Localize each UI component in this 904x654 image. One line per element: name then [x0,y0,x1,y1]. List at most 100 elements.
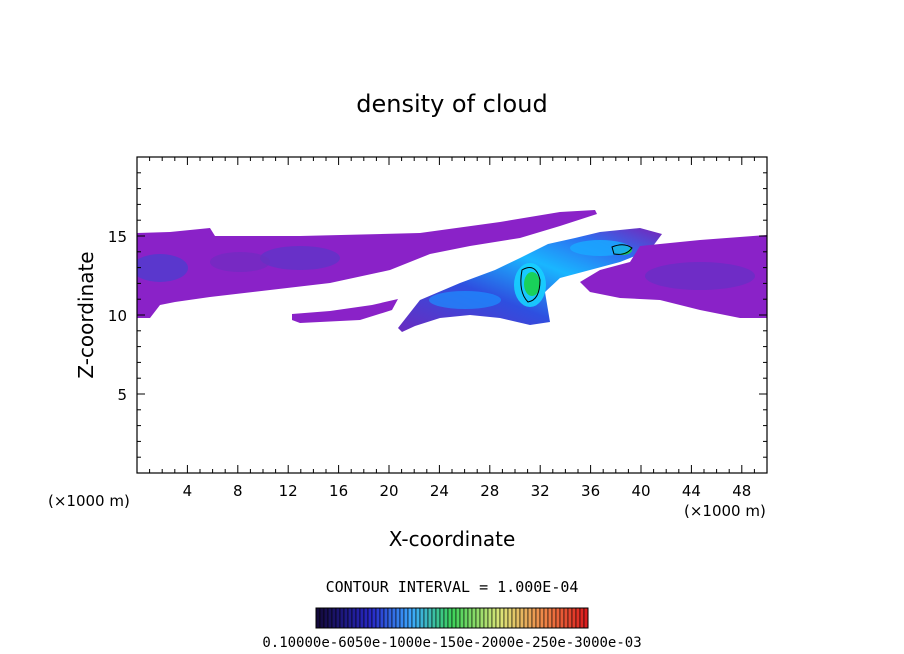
colorbar-swatch [315,607,321,629]
cloud-core-bright-2 [570,240,630,256]
x-tick-label: 12 [279,482,298,500]
colorbar-swatch [463,607,469,629]
colorbar-swatch [535,607,541,629]
colorbar-swatch [427,607,433,629]
colorbar-swatch [531,607,537,629]
colorbar-swatch [579,607,585,629]
colorbar-frame [315,607,589,629]
x-tick-label: 20 [379,482,398,500]
colorbar-swatch [575,607,581,629]
y-tick-label: 10 [108,307,127,325]
colorbar-swatch [379,607,385,629]
cloud-upper-left-layer [137,210,597,318]
colorbar-swatch [399,607,405,629]
colorbar-swatch [439,607,445,629]
colorbar-swatch [375,607,381,629]
colorbar-swatch [511,607,517,629]
colorbar-swatch [335,607,341,629]
colorbar-swatch [495,607,501,629]
colorbar-swatch [339,607,345,629]
x-tick-label: 48 [732,482,751,500]
colorbar-swatch [355,607,361,629]
colorbar-swatch [559,607,565,629]
colorbar-swatch [543,607,549,629]
contour-interval-text: CONTOUR INTERVAL = 1.000E-04 [326,578,579,596]
colorbar-swatch [475,607,481,629]
colorbar-swatch [387,607,393,629]
colorbar-swatch [331,607,337,629]
colorbar-swatch [527,607,533,629]
colorbar-swatch [395,607,401,629]
colorbar-swatch [467,607,473,629]
colorbar-swatch [459,607,465,629]
cloud-core-green [524,272,540,296]
x-axis: 4 8 12 16 20 24 28 32 36 40 44 48 [136,157,768,500]
colorbar-swatch [363,607,369,629]
cloud-upper-left-core-2 [260,246,340,270]
colorbar-swatch [567,607,573,629]
colorbar-swatch [371,607,377,629]
colorbar-swatch [507,607,513,629]
colorbar-swatch [431,607,437,629]
colorbar-swatch [327,607,333,629]
y-axis-label: Z-coordinate [74,251,98,378]
chart-title: density of cloud [356,90,547,118]
colorbar-swatch [411,607,417,629]
colorbar-swatch [451,607,457,629]
cloud-field [137,210,767,332]
colorbar-swatch [499,607,505,629]
colorbar-swatch [523,607,529,629]
colorbar-swatch [503,607,509,629]
colorbar [315,607,589,629]
colorbar-swatch [563,607,569,629]
colorbar-swatch [323,607,329,629]
colorbar-swatch [487,607,493,629]
colorbar-swatch [343,607,349,629]
colorbar-labels: 0.10000e-6050e-1000e-150e-2000e-250e-300… [262,635,641,651]
colorbar-swatch [347,607,353,629]
colorbar-swatch [407,607,413,629]
colorbar-swatch [479,607,485,629]
x-tick-label: 24 [430,482,449,500]
colorbar-swatch [455,607,461,629]
x-tick-label: 16 [329,482,348,500]
colorbar-swatch [419,607,425,629]
colorbar-swatch [423,607,429,629]
x-unit-label: (×1000 m) [684,502,766,520]
colorbar-swatch [547,607,553,629]
x-tick-label: 40 [631,482,650,500]
x-tick-label: 4 [183,482,193,500]
x-tick-label: 8 [233,482,243,500]
colorbar-swatch [403,607,409,629]
z-unit-label: (×1000 m) [48,492,130,510]
colorbar-swatch [447,607,453,629]
cloud-low-strip [292,299,398,323]
colorbar-swatch [367,607,373,629]
x-tick-label: 44 [682,482,701,500]
colorbar-swatch [551,607,557,629]
x-tick-label: 28 [480,482,499,500]
cloud-upper-left-core-3 [210,252,270,272]
colorbar-swatch [471,607,477,629]
y-tick-label: 15 [108,228,127,246]
cloud-contour-line [520,267,541,303]
colorbar-swatch [519,607,525,629]
colorbar-swatch [415,607,421,629]
colorbar-swatch [515,607,521,629]
colorbar-swatch [351,607,357,629]
colorbar-swatch [359,607,365,629]
colorbar-swatch [583,607,589,629]
colorbar-swatch [443,607,449,629]
colorbar-swatch [391,607,397,629]
colorbar-swatch [483,607,489,629]
colorbar-swatch [319,607,325,629]
colorbar-swatch [383,607,389,629]
colorbar-swatch [435,607,441,629]
cloud-contour-line-2 [611,244,633,255]
cloud-right-anvil-core [645,262,755,290]
colorbar-swatch [491,607,497,629]
cloud-upper-left-core [137,254,188,282]
y-tick-label: 5 [117,386,127,404]
colorbar-swatch [539,607,545,629]
